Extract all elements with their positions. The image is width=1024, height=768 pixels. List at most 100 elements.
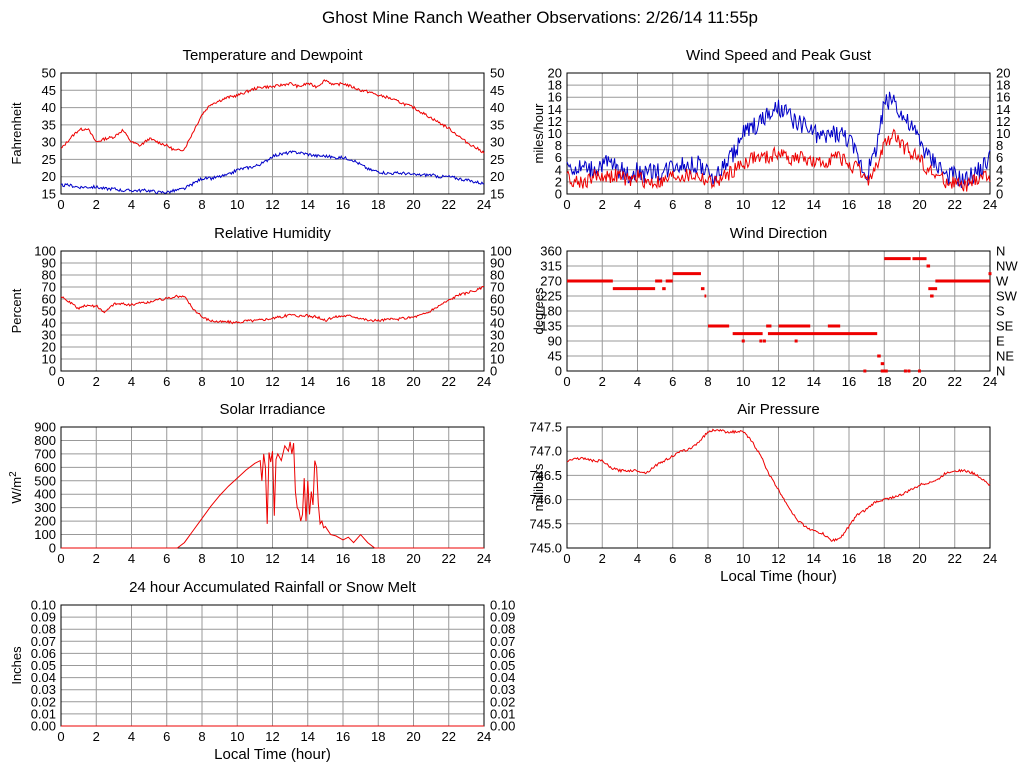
wind-speed-x-tick-label: 24 (983, 197, 997, 212)
solar-x-tick-label: 10 (230, 551, 244, 566)
pressure-x-tick-label: 22 (948, 551, 962, 566)
wind-direction-x-tick-label: 10 (736, 374, 750, 389)
temperature-y-axis-label: Fahrenheit (9, 102, 24, 165)
solar-y-tick-label: 500 (34, 473, 56, 488)
humidity-right-tick-label: 60 (490, 292, 504, 307)
pressure-x-tick-label: 4 (634, 551, 641, 566)
temperature-title: Temperature and Dewpoint (182, 47, 363, 64)
rain-right-tick-label: 0.05 (490, 658, 515, 673)
wind-speed-x-tick-label: 14 (807, 197, 821, 212)
pressure-x-tick-label: 12 (771, 551, 785, 566)
temperature-x-tick-label: 2 (93, 197, 100, 212)
temperature-right-tick-label: 30 (490, 135, 504, 150)
wind-speed-x-tick-label: 16 (842, 197, 856, 212)
temperature-x-tick-label: 8 (198, 197, 205, 212)
rain-y-tick-label: 0.00 (31, 719, 56, 734)
humidity-y-tick-label: 40 (42, 316, 56, 331)
rain-x-tick-label: 16 (336, 729, 350, 744)
wind-direction-direction-point (918, 369, 921, 373)
wind-speed-x-tick-label: 2 (599, 197, 606, 212)
rain-x-tick-label: 24 (477, 729, 491, 744)
solar-x-tick-label: 2 (93, 551, 100, 566)
wind-speed-x-tick-label: 0 (563, 197, 570, 212)
wind-direction-x-tick-label: 8 (704, 374, 711, 389)
rain-x-axis-label: Local Time (hour) (214, 746, 331, 763)
solar-y-tick-label: 600 (34, 460, 56, 475)
humidity-x-tick-label: 18 (371, 374, 385, 389)
humidity-series-line (60, 285, 485, 325)
temperature-right-tick-label: 35 (490, 117, 504, 132)
solar-y-tick-label: 800 (34, 433, 56, 448)
pressure-x-tick-label: 10 (736, 551, 750, 566)
temperature-y-tick-label: 30 (42, 135, 56, 150)
pressure-x-tick-label: 0 (563, 551, 570, 566)
temperature-series-line (60, 150, 485, 195)
rain-y-tick-label: 0.04 (31, 670, 56, 685)
temperature-x-tick-label: 4 (128, 197, 135, 212)
wind-speed-right-tick-label: 16 (996, 90, 1010, 105)
wind-direction-direction-point (863, 369, 867, 373)
wind-direction-y-tick-label: 135 (540, 319, 562, 334)
rain-right-tick-label: 0.06 (490, 646, 515, 661)
wind-speed-y-tick-label: 18 (548, 78, 562, 93)
wind-direction-x-tick-label: 6 (669, 374, 676, 389)
wind-direction-x-tick-label: 16 (842, 374, 856, 389)
wind-speed-x-tick-label: 4 (634, 197, 641, 212)
wind-direction-direction-point (759, 339, 763, 343)
humidity-y-tick-label: 60 (42, 292, 56, 307)
wind-direction-x-tick-label: 18 (877, 374, 891, 389)
wind-direction-y-tick-label: 0 (555, 364, 562, 379)
solar-y-tick-label: 400 (34, 487, 56, 502)
rain-x-tick-label: 18 (371, 729, 385, 744)
wind-direction-right-tick-label: N (996, 244, 1005, 259)
solar-x-tick-label: 14 (301, 551, 315, 566)
wind-direction-y-tick-label: 45 (548, 349, 562, 364)
humidity-right-tick-label: 10 (490, 352, 504, 367)
wind-speed-x-tick-label: 20 (912, 197, 926, 212)
solar-y-axis-label: W/m2 (8, 471, 24, 504)
pressure-x-tick-label: 14 (807, 551, 821, 566)
humidity-right-tick-label: 20 (490, 340, 504, 355)
wind-direction-right-tick-label: SE (996, 319, 1014, 334)
humidity-right-tick-label: 100 (490, 244, 512, 259)
solar-x-tick-label: 12 (265, 551, 279, 566)
wind-direction-frame (566, 250, 991, 372)
rain-y-tick-label: 0.05 (31, 658, 56, 673)
humidity-x-tick-label: 8 (198, 374, 205, 389)
temperature-x-tick-label: 12 (265, 197, 279, 212)
humidity-x-tick-label: 0 (57, 374, 64, 389)
wind-direction-direction-point (762, 339, 766, 343)
humidity-x-tick-label: 14 (301, 374, 315, 389)
humidity-x-tick-label: 22 (442, 374, 456, 389)
temperature-y-tick-label: 15 (42, 187, 56, 202)
humidity-y-tick-label: 70 (42, 280, 56, 295)
rain-title: 24 hour Accumulated Rainfall or Snow Mel… (129, 579, 417, 596)
rain-y-tick-label: 0.02 (31, 694, 56, 709)
solar-series-line (61, 441, 484, 549)
pressure-y-axis-label: millibars (531, 463, 546, 511)
rain-y-tick-label: 0.07 (31, 634, 56, 649)
temperature-x-tick-label: 14 (301, 197, 315, 212)
wind-speed-x-tick-label: 6 (669, 197, 676, 212)
temperature-y-tick-label: 35 (42, 117, 56, 132)
humidity-x-tick-label: 2 (93, 374, 100, 389)
pressure-series-line (566, 428, 991, 543)
solar-x-tick-label: 4 (128, 551, 135, 566)
page-title: Ghost Mine Ranch Weather Observations: 2… (322, 8, 758, 27)
pressure-frame (566, 426, 991, 549)
solar-x-tick-label: 0 (57, 551, 64, 566)
rain-right-tick-label: 0.09 (490, 610, 515, 625)
wind-speed-x-tick-label: 8 (704, 197, 711, 212)
pressure-title: Air Pressure (737, 401, 820, 418)
humidity-y-tick-label: 90 (42, 256, 56, 271)
wind-speed-right-tick-label: 4 (996, 162, 1003, 177)
humidity-right-tick-label: 70 (490, 280, 504, 295)
wind-direction-x-tick-label: 22 (948, 374, 962, 389)
pressure-y-tick-label: 745.5 (529, 516, 562, 531)
temperature-x-tick-label: 16 (336, 197, 350, 212)
temperature-y-tick-label: 20 (42, 169, 56, 184)
temperature-right-tick-label: 15 (490, 187, 504, 202)
rain-y-tick-label: 0.01 (31, 706, 56, 721)
